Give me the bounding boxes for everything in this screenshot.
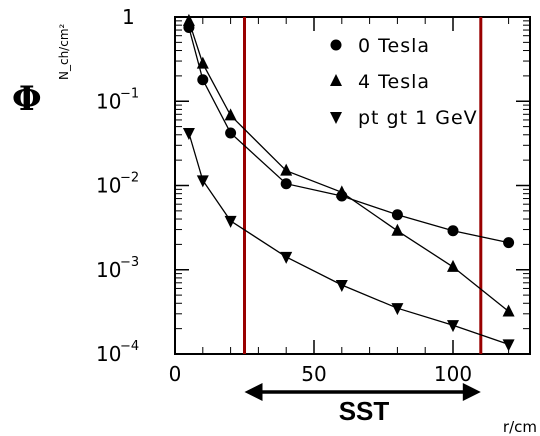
y-tick-label: 10 xyxy=(96,174,121,198)
legend: 0 Tesla 4 Tesla pt gt 1 GeV xyxy=(330,35,478,129)
sst-boundaries xyxy=(243,17,483,354)
data-point-series-1 xyxy=(197,74,209,86)
data-point-series-1 xyxy=(280,178,292,190)
series-lines xyxy=(188,20,510,346)
x-axis-label: r/cm xyxy=(503,418,537,436)
x-tick-label: 0 xyxy=(169,362,182,386)
series-markers xyxy=(182,13,515,352)
data-point-series-2 xyxy=(196,56,209,69)
data-point-series-1 xyxy=(503,237,515,249)
data-point-series-3 xyxy=(196,175,209,188)
data-point-series-1 xyxy=(225,127,237,139)
y-tick-label: 10 xyxy=(96,258,121,282)
sst-arrow-head-right xyxy=(462,383,481,401)
y-tick-exponent: −4 xyxy=(120,339,139,354)
data-point-series-2 xyxy=(224,108,237,121)
data-point-series-3 xyxy=(224,215,237,228)
legend-marker-3 xyxy=(330,112,342,124)
legend-label-2: 4 Tesla xyxy=(358,71,430,93)
data-point-series-3 xyxy=(182,127,195,140)
y-axis-unit-label: N_ch/cm² xyxy=(57,23,71,80)
legend-marker-1 xyxy=(330,39,342,51)
data-point-series-2 xyxy=(182,13,195,26)
data-point-series-2 xyxy=(447,259,459,272)
data-point-series-2 xyxy=(502,304,515,317)
data-point-series-2 xyxy=(391,223,404,236)
sst-arrow-head-left xyxy=(244,383,263,401)
legend-label-3: pt gt 1 GeV xyxy=(358,107,478,129)
data-point-series-2 xyxy=(280,163,293,176)
y-tick-exponent: −2 xyxy=(120,171,139,186)
x-tick-label: 50 xyxy=(301,362,326,386)
data-point-series-2 xyxy=(335,185,348,198)
y-tick-label: 1 xyxy=(122,5,135,29)
y-tick-exponent: −1 xyxy=(120,86,139,101)
data-point-series-1 xyxy=(391,209,403,221)
series-line-1 xyxy=(188,27,509,244)
series-line-2 xyxy=(188,20,510,312)
legend-marker-2 xyxy=(330,74,342,86)
legend-label-1: 0 Tesla xyxy=(358,35,430,57)
series-line-3 xyxy=(188,132,509,346)
data-point-series-3 xyxy=(335,279,348,292)
data-point-series-3 xyxy=(447,320,459,333)
data-point-series-3 xyxy=(280,251,293,264)
y-tick-label: 10 xyxy=(96,89,121,113)
y-tick-exponent: −3 xyxy=(120,255,139,270)
sst-annotation-label: SST xyxy=(339,396,390,426)
x-tick-label: 100 xyxy=(434,362,472,386)
data-point-series-3 xyxy=(391,303,404,316)
axis-ticks: 110−110−210−310−40 50 100 xyxy=(96,5,530,386)
data-point-series-1 xyxy=(447,225,459,237)
data-point-series-3 xyxy=(502,339,515,352)
y-axis-label: Φ xyxy=(12,79,42,119)
y-tick-label: 10 xyxy=(96,342,121,366)
sst-span-arrow xyxy=(244,383,481,401)
